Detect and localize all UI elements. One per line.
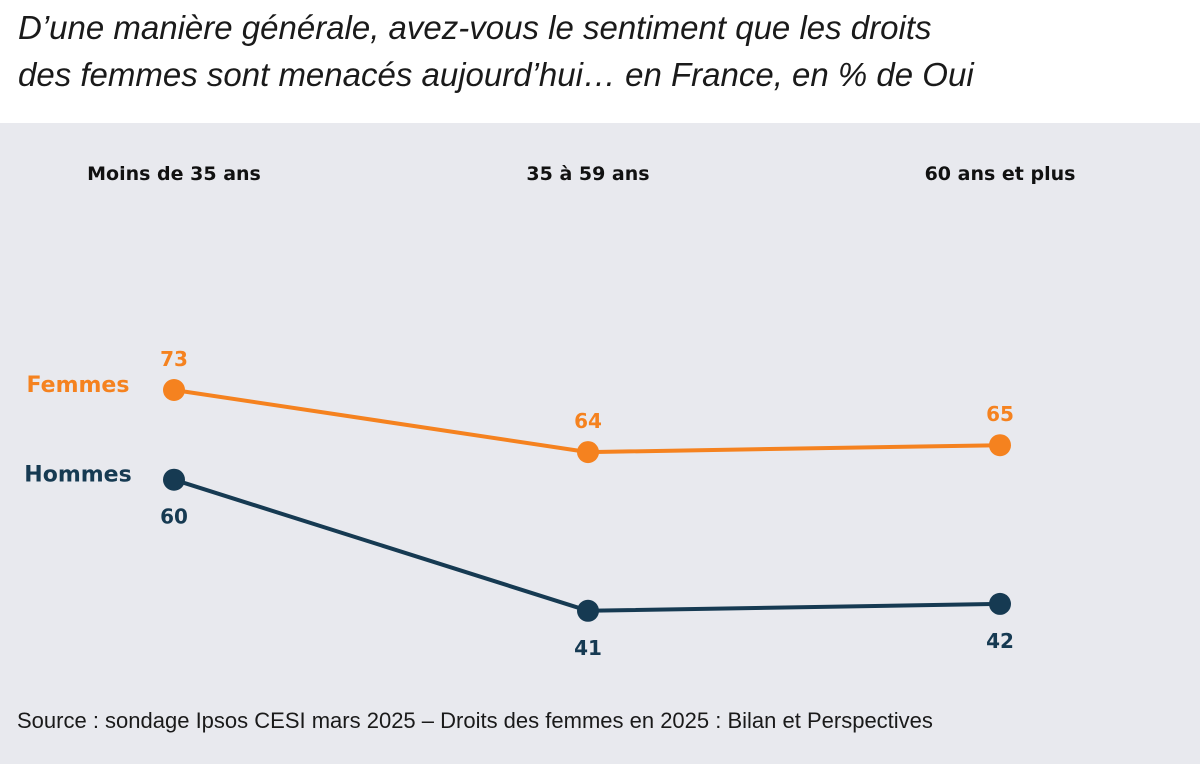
series-labels: Femmes Hommes — [24, 373, 131, 488]
series-points — [163, 379, 1011, 622]
data-label-femmes-1: 73 — [160, 347, 188, 371]
data-label-hommes-1: 60 — [160, 505, 188, 529]
data-label-hommes-3: 42 — [986, 629, 1014, 653]
category-label-35-a-59-ans: 35 à 59 ans — [526, 163, 649, 185]
category-label-60-ans-et-plus: 60 ans et plus — [925, 163, 1076, 185]
chart-panel: Moins de 35 ans 35 à 59 ans 60 ans et plus… — [0, 123, 1200, 764]
data-point-hommes-1 — [163, 468, 185, 491]
chart-title-line-1: D’une manière générale, avez-vous le sen… — [18, 9, 932, 46]
series-line-hommes — [173, 477, 1001, 613]
data-label-femmes-3: 65 — [986, 402, 1014, 426]
source-note: Source : sondage Ipsos CESI mars 2025 – … — [17, 708, 933, 733]
chart-title: D’une manière générale, avez-vous le sen… — [18, 4, 1188, 98]
line-chart: Moins de 35 ans 35 à 59 ans 60 ans et plus… — [24, 163, 1075, 660]
data-label-femmes-2: 64 — [574, 409, 602, 433]
data-point-femmes-2 — [577, 441, 599, 464]
category-labels: Moins de 35 ans 35 à 59 ans 60 ans et plus — [87, 163, 1075, 185]
data-label-hommes-2: 41 — [574, 636, 602, 660]
data-point-hommes-2 — [577, 599, 599, 622]
category-label-moins-de-35-ans: Moins de 35 ans — [87, 163, 261, 185]
data-point-hommes-3 — [989, 592, 1011, 615]
data-point-femmes-3 — [989, 434, 1011, 457]
data-point-femmes-1 — [163, 379, 185, 401]
chart-title-line-2: des femmes sont menacés aujourd’hui… en … — [18, 56, 974, 93]
value-labels: 73 64 65 60 41 42 — [160, 347, 1014, 660]
series-label-femmes: Femmes — [27, 373, 130, 398]
series-label-hommes: Hommes — [24, 463, 131, 488]
